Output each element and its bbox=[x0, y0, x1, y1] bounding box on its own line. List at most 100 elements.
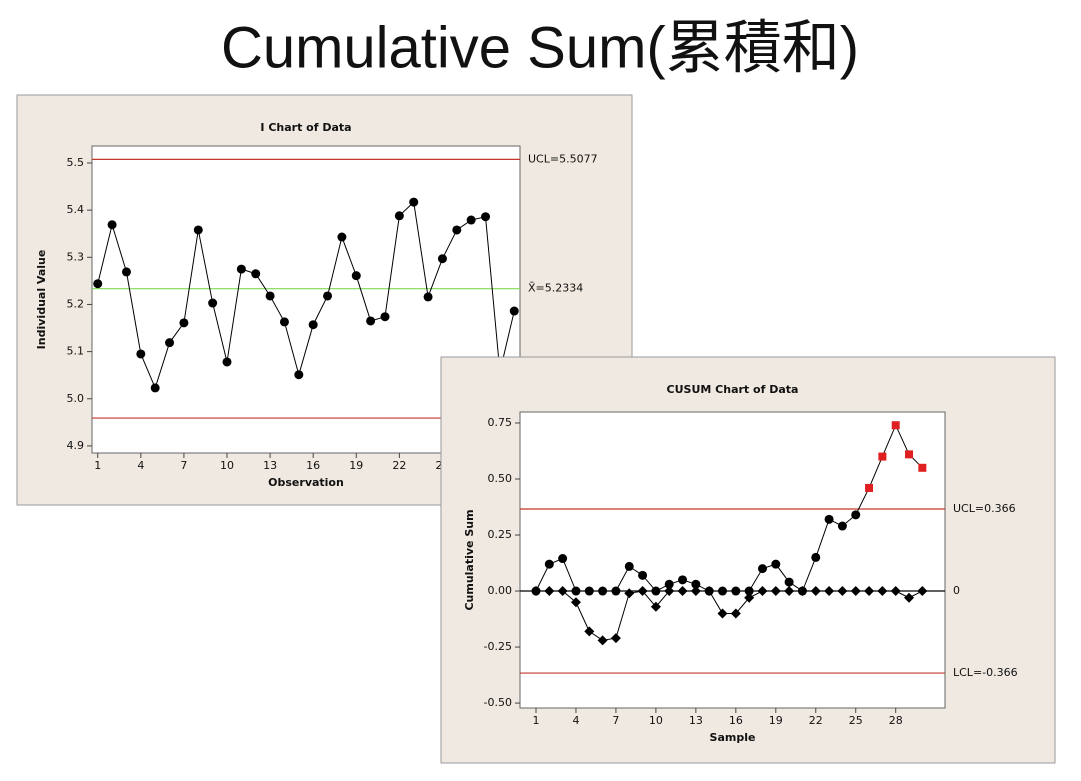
series-line bbox=[97, 201, 515, 390]
data-point bbox=[598, 586, 608, 596]
x-tick-label: 16 bbox=[306, 459, 320, 472]
reference-label: UCL=5.5077 bbox=[528, 152, 598, 165]
data-point bbox=[650, 601, 661, 612]
data-point bbox=[557, 586, 568, 597]
data-point bbox=[784, 577, 794, 587]
chart-title: I Chart of Data bbox=[260, 121, 351, 134]
data-point bbox=[877, 586, 888, 597]
plot-area bbox=[519, 411, 946, 709]
data-point bbox=[717, 608, 728, 619]
data-point bbox=[597, 635, 608, 646]
data-point bbox=[757, 586, 768, 597]
y-tick-label: 0.75 bbox=[488, 416, 513, 429]
data-point bbox=[165, 338, 175, 348]
data-point bbox=[337, 232, 347, 242]
data-point bbox=[611, 586, 621, 596]
data-point bbox=[824, 586, 835, 597]
x-tick-label: 1 bbox=[532, 714, 539, 727]
data-point bbox=[584, 586, 594, 596]
data-point bbox=[236, 264, 246, 274]
y-tick-label: -0.50 bbox=[484, 696, 512, 709]
x-tick-label: 13 bbox=[689, 714, 703, 727]
chart: CUSUM Chart of Data Sample Cumulative Sum -… bbox=[440, 356, 1056, 764]
data-point bbox=[757, 564, 767, 574]
reference-label: UCL=0.366 bbox=[953, 502, 1016, 515]
reference-label: X̄=5.2334 bbox=[528, 282, 583, 295]
data-point bbox=[744, 592, 755, 603]
data-point bbox=[678, 575, 688, 585]
x-tick-label: 25 bbox=[849, 714, 863, 727]
x-tick-label: 4 bbox=[137, 459, 144, 472]
data-point bbox=[107, 220, 117, 230]
data-point bbox=[610, 633, 621, 644]
data-point bbox=[308, 320, 318, 330]
data-point bbox=[624, 561, 634, 571]
data-point bbox=[409, 197, 419, 207]
data-point bbox=[179, 318, 189, 328]
data-point bbox=[481, 212, 491, 222]
data-point bbox=[452, 225, 462, 235]
x-tick-label: 19 bbox=[349, 459, 363, 472]
data-point bbox=[530, 586, 541, 597]
chart-title: CUSUM Chart of Data bbox=[667, 383, 799, 396]
x-tick-label: 13 bbox=[263, 459, 277, 472]
data-point bbox=[664, 586, 675, 597]
y-tick-label: 0.00 bbox=[488, 584, 513, 597]
data-point bbox=[864, 586, 875, 597]
data-point bbox=[265, 291, 275, 301]
chart: I Chart of Data Observation Individual Val… bbox=[16, 94, 633, 506]
reference-label: LCL=-0.366 bbox=[953, 666, 1018, 679]
data-point bbox=[136, 349, 146, 359]
y-axis-label: Individual Value bbox=[35, 250, 48, 350]
x-axis-label: Observation bbox=[268, 476, 344, 489]
data-point bbox=[351, 271, 361, 281]
data-point bbox=[150, 383, 160, 393]
y-tick-label: 4.9 bbox=[67, 439, 85, 452]
x-tick-label: 16 bbox=[729, 714, 743, 727]
out-of-control-point bbox=[905, 450, 914, 459]
x-tick-label: 22 bbox=[392, 459, 406, 472]
data-point bbox=[904, 592, 915, 603]
data-point bbox=[810, 586, 821, 597]
data-point bbox=[570, 597, 581, 608]
y-tick-label: -0.25 bbox=[484, 640, 512, 653]
y-tick-label: 5.4 bbox=[67, 203, 85, 216]
data-point bbox=[394, 211, 404, 221]
data-point bbox=[677, 586, 688, 597]
data-point bbox=[558, 554, 568, 564]
x-tick-label: 1 bbox=[94, 459, 101, 472]
data-point bbox=[509, 306, 519, 316]
data-point bbox=[691, 579, 701, 589]
data-point bbox=[571, 586, 581, 596]
data-point bbox=[294, 370, 304, 380]
data-point bbox=[222, 357, 232, 367]
data-point bbox=[544, 586, 555, 597]
data-point bbox=[784, 586, 795, 597]
data-point bbox=[651, 586, 661, 596]
y-axis-label: Cumulative Sum bbox=[463, 509, 476, 610]
out-of-control-point bbox=[865, 483, 874, 492]
x-tick-label: 10 bbox=[649, 714, 663, 727]
data-point bbox=[824, 514, 834, 524]
data-point bbox=[890, 586, 901, 597]
data-point bbox=[584, 626, 595, 637]
data-point bbox=[917, 586, 928, 597]
out-of-control-point bbox=[918, 463, 927, 472]
data-point bbox=[837, 521, 847, 531]
x-tick-label: 28 bbox=[889, 714, 903, 727]
out-of-control-point bbox=[891, 421, 900, 430]
data-point bbox=[690, 586, 701, 597]
y-tick-label: 5.1 bbox=[67, 345, 85, 358]
data-point bbox=[730, 608, 741, 619]
x-tick-label: 19 bbox=[769, 714, 783, 727]
x-tick-label: 4 bbox=[572, 714, 579, 727]
data-point bbox=[93, 279, 103, 289]
data-point bbox=[731, 586, 741, 596]
data-point bbox=[121, 267, 131, 277]
data-point bbox=[380, 312, 390, 322]
data-point bbox=[193, 225, 203, 235]
y-tick-label: 5.2 bbox=[67, 297, 85, 310]
y-tick-label: 5.3 bbox=[67, 250, 85, 263]
y-tick-label: 5.0 bbox=[67, 392, 85, 405]
